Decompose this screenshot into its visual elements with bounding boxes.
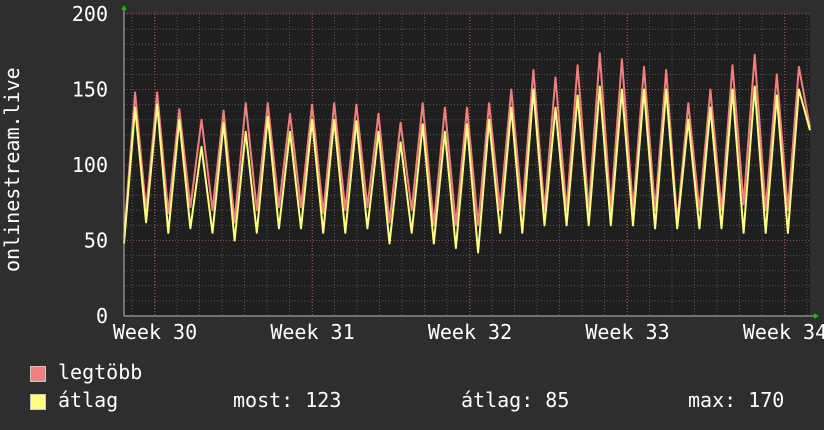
stat-average: átlag: 85 xyxy=(461,388,570,412)
y-tick-label: 50 xyxy=(84,229,108,253)
axes xyxy=(121,5,819,319)
x-axis-arrow xyxy=(814,313,819,319)
series-layer xyxy=(123,52,811,254)
y-tick-label: 0 xyxy=(96,304,108,328)
legend: legtöbb átlag most: 123 átlag: 85 max: 1… xyxy=(30,360,820,416)
x-tick-label: Week 31 xyxy=(270,320,354,344)
legend-row-max: legtöbb xyxy=(30,360,820,388)
y-axis-label: onlinestream.live xyxy=(0,67,24,272)
y-tick-label: 100 xyxy=(72,153,108,177)
stat-now: most: 123 xyxy=(233,388,342,412)
stat-max: max: 170 xyxy=(688,388,785,412)
y-tick-label: 200 xyxy=(72,2,108,26)
x-tick-label: Week 32 xyxy=(428,320,512,344)
x-tick-label: Week 30 xyxy=(113,320,197,344)
x-tick-label: Week 34 xyxy=(743,320,824,344)
series-line-max xyxy=(123,52,811,238)
legend-label-max: legtöbb xyxy=(58,360,143,384)
legend-label-avg: átlag xyxy=(58,388,119,412)
legend-row-avg: átlag most: 123 átlag: 85 max: 170 xyxy=(30,388,820,416)
y-tick-label: 150 xyxy=(72,78,108,102)
x-tick-label: Week 33 xyxy=(585,320,669,344)
tick-labels: 0 50 100 150 200 Week 30 Week 31 Week 32 Week 33… xyxy=(72,2,824,344)
series-line-avg xyxy=(123,85,811,254)
y-axis-arrow xyxy=(121,5,127,10)
legend-swatch-max xyxy=(30,366,46,382)
legend-swatch-avg xyxy=(30,394,46,410)
